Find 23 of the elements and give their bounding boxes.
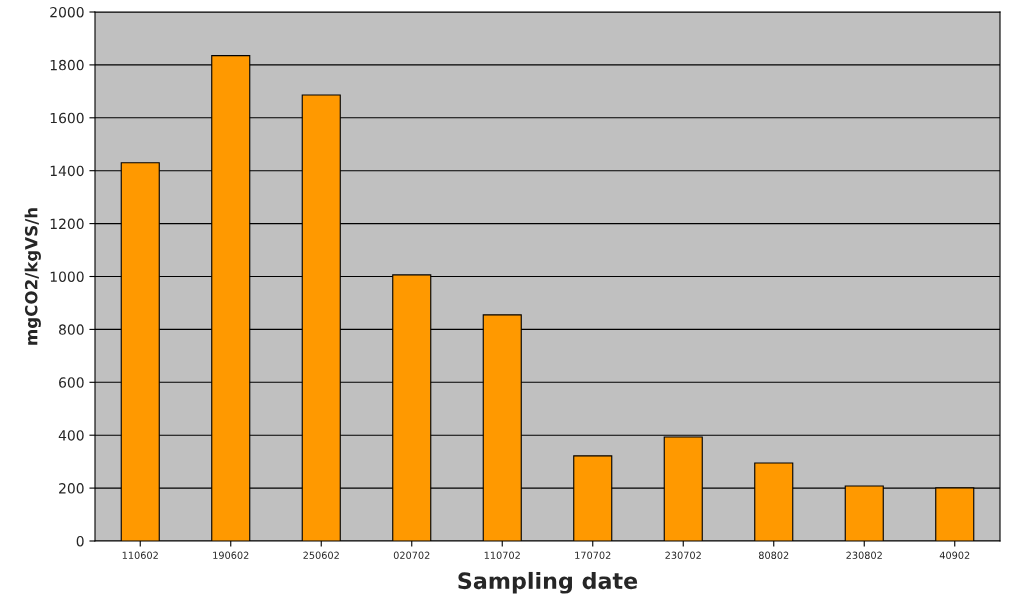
y-tick-label: 600: [59, 377, 84, 388]
y-tick-label: 1800: [50, 59, 84, 71]
x-tick-label: 230802: [846, 551, 882, 559]
y-tick-label: 400: [58, 430, 84, 441]
y-tick-label: 200: [59, 483, 84, 494]
x-tick-label: 250602: [303, 551, 339, 559]
y-tick-label: 1000: [50, 271, 84, 282]
y-tick-label: 800: [59, 324, 84, 335]
x-tick-label: 110602: [122, 551, 158, 559]
y-axis-title: mgCO2/kgVS/h: [24, 208, 41, 345]
x-tick-label: 80802: [758, 551, 789, 559]
x-tick-label: 230702: [665, 551, 701, 559]
x-tick-label: 110702: [484, 551, 520, 559]
x-tick-label: 020702: [393, 551, 430, 559]
y-tick-label: 0: [76, 535, 84, 547]
y-tick-label: 1600: [50, 112, 84, 124]
x-tick-label: 40902: [939, 551, 970, 559]
y-tick-label: 1400: [50, 165, 84, 177]
x-tick-label: 170702: [575, 551, 611, 559]
x-axis-title: Sampling date: [458, 571, 638, 594]
y-tick-label: 1200: [50, 218, 84, 230]
x-tick-label: 190602: [213, 551, 249, 559]
y-tick-label: 2000: [50, 6, 84, 18]
